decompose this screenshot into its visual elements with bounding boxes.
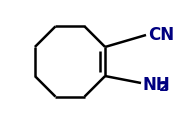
Text: CN: CN (148, 26, 174, 44)
Text: 2: 2 (159, 80, 169, 94)
Text: NH: NH (143, 76, 171, 94)
